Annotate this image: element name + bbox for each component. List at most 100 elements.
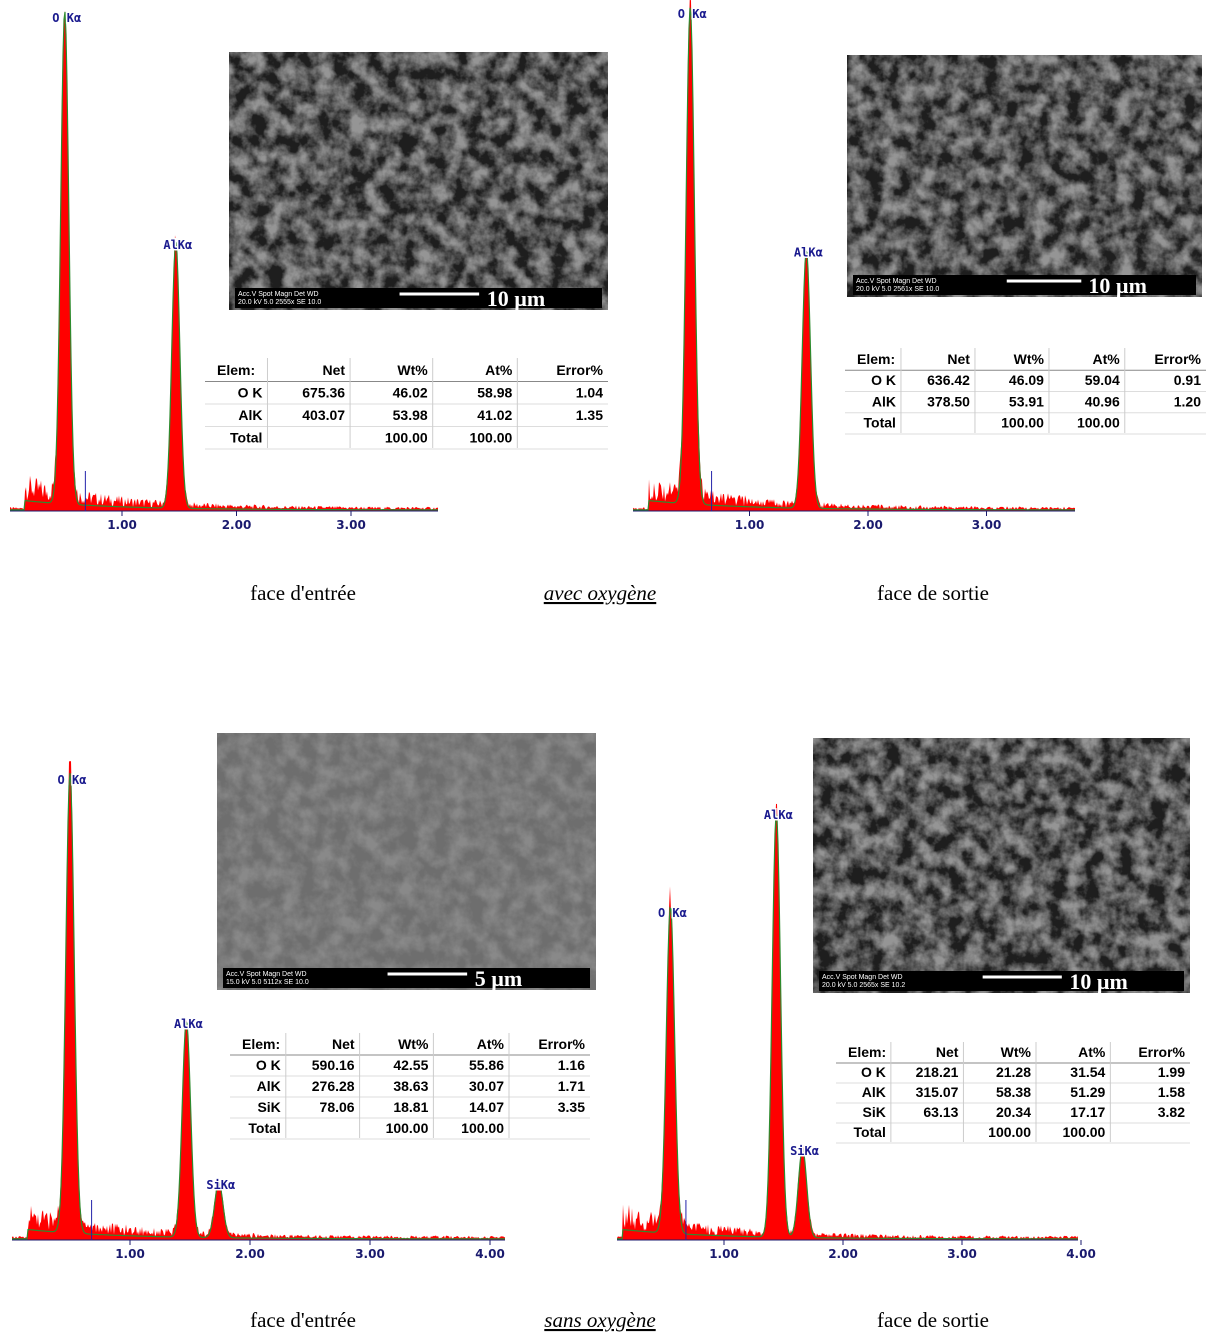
table-cell: 31.54 — [1070, 1064, 1105, 1080]
x-tick-label: 4.00 — [475, 1247, 505, 1261]
spectrum-fit — [10, 11, 438, 511]
table-cell: 100.00 — [386, 1120, 429, 1136]
table-cell: 100.00 — [1001, 415, 1044, 431]
table-cell: Total — [230, 429, 262, 445]
table-header: Elem: — [848, 1044, 886, 1060]
x-tick-label: 1.00 — [107, 518, 137, 532]
peak-label: O Kα — [658, 906, 687, 920]
table-cell: 100.00 — [385, 429, 428, 445]
sem-image-texture — [217, 733, 596, 990]
table-header: Wt% — [397, 362, 428, 378]
table-cell: 17.17 — [1070, 1104, 1105, 1120]
table-cell: 38.63 — [393, 1078, 428, 1094]
x-tick-label: 4.00 — [1066, 1247, 1096, 1261]
peak-label: O Kα — [52, 11, 81, 25]
caption-left: face d'entrée — [250, 581, 356, 605]
sem-info: Acc.V Spot Magn Det WD — [238, 291, 319, 298]
x-tick-label: 2.00 — [828, 1247, 858, 1261]
table-header: Wt% — [398, 1036, 429, 1052]
table-cell: 14.07 — [469, 1099, 504, 1115]
table-cell: 46.02 — [393, 384, 428, 400]
table-cell: AlK — [872, 393, 896, 409]
x-tick-label: 1.00 — [735, 518, 765, 532]
sem-info: 20.0 kV 5.0 2561x SE 10.0 — [856, 286, 939, 293]
x-tick-label: 1.00 — [115, 1247, 145, 1261]
peak-label: AlKα — [764, 808, 793, 822]
table-cell: AlK — [238, 407, 262, 423]
sem-highlight — [847, 55, 1202, 297]
table-cell: 20.34 — [996, 1104, 1031, 1120]
table-cell: 1.58 — [1158, 1084, 1185, 1100]
peak-label: AlKα — [163, 238, 192, 252]
table-cell: 378.50 — [927, 393, 970, 409]
table-cell: 1.71 — [558, 1078, 585, 1094]
sem-info: 15.0 kV 5.0 5112x SE 10.0 — [226, 979, 309, 986]
table-cell: 1.20 — [1174, 393, 1201, 409]
table-header: Net — [332, 1036, 355, 1052]
table-cell: 3.82 — [1158, 1104, 1185, 1120]
table-cell: AlK — [257, 1078, 281, 1094]
sem-info: 20.0 kV 5.0 2565x SE 10.2 — [822, 982, 905, 989]
table-header: Error% — [556, 362, 603, 378]
table-header: Elem: — [242, 1036, 280, 1052]
x-tick-label: 2.00 — [222, 518, 252, 532]
peak-label: SiKα — [206, 1178, 235, 1192]
table-cell: O K — [256, 1057, 281, 1073]
peak-label: AlKα — [174, 1017, 203, 1031]
table-header: Net — [936, 1044, 959, 1060]
caption-center: sans oxygène — [544, 1308, 655, 1332]
table-cell: 40.96 — [1085, 393, 1120, 409]
table-header: Net — [323, 362, 346, 378]
table-cell: 0.91 — [1174, 372, 1201, 388]
peak-label: O Kα — [58, 773, 87, 787]
sem-highlight — [813, 738, 1190, 993]
table-cell: 100.00 — [1077, 415, 1120, 431]
table-cell: 41.02 — [477, 407, 512, 423]
table-cell: 59.04 — [1085, 372, 1120, 388]
table-cell: 78.06 — [320, 1099, 355, 1115]
table-header: Wt% — [1014, 351, 1045, 367]
table-cell: 58.38 — [996, 1084, 1031, 1100]
x-tick-label: 2.00 — [853, 518, 883, 532]
table-cell: 51.29 — [1070, 1084, 1105, 1100]
table-header: Error% — [1138, 1044, 1185, 1060]
table-cell: Total — [248, 1120, 280, 1136]
table-cell: Total — [853, 1124, 885, 1140]
table-header: At% — [485, 362, 513, 378]
table-header: Error% — [1154, 351, 1201, 367]
table-cell: 100.00 — [988, 1124, 1031, 1140]
sem-highlight — [229, 52, 608, 310]
table-cell: 30.07 — [469, 1078, 504, 1094]
x-tick-label: 1.00 — [709, 1247, 739, 1261]
spectrum-fit — [12, 772, 505, 1240]
table-cell: 53.98 — [393, 407, 428, 423]
table-header: Wt% — [1001, 1044, 1032, 1060]
table-header: Error% — [538, 1036, 585, 1052]
info-bar — [223, 968, 590, 988]
table-cell: 590.16 — [312, 1057, 355, 1073]
table-cell: 315.07 — [916, 1084, 959, 1100]
table-cell: 1.04 — [576, 384, 603, 400]
table-cell: 55.86 — [469, 1057, 504, 1073]
table-cell: 42.55 — [393, 1057, 428, 1073]
table-cell: 46.09 — [1009, 372, 1044, 388]
caption-left: face d'entrée — [250, 1308, 356, 1332]
x-tick-label: 3.00 — [336, 518, 366, 532]
table-cell: SiK — [257, 1099, 280, 1115]
table-cell: 1.16 — [558, 1057, 585, 1073]
info-bar — [235, 288, 602, 308]
table-header: Elem: — [217, 362, 255, 378]
table-cell: 53.91 — [1009, 393, 1044, 409]
scale-label: 10 µm — [1088, 273, 1147, 298]
table-header: At% — [477, 1036, 505, 1052]
caption-center: avec oxygène — [544, 581, 657, 605]
scale-label: 10 µm — [487, 286, 546, 311]
caption-right: face de sortie — [877, 581, 989, 605]
x-tick-label: 3.00 — [355, 1247, 385, 1261]
table-cell: 21.28 — [996, 1064, 1031, 1080]
spectrum-area — [12, 761, 505, 1240]
table-cell: 100.00 — [461, 1120, 504, 1136]
table-cell: SiK — [863, 1104, 886, 1120]
x-tick-label: 3.00 — [972, 518, 1002, 532]
table-cell: O K — [871, 372, 896, 388]
